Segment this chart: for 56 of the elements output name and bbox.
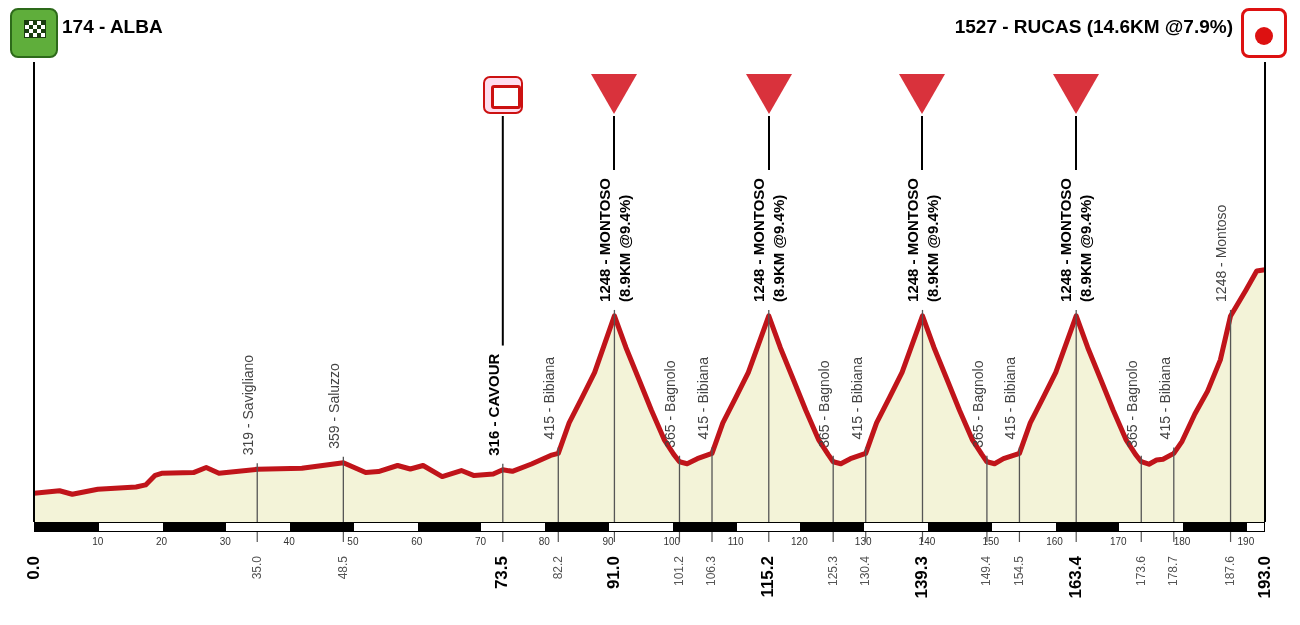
text: 1527 - RUCAS (14.6KM @7.9%) xyxy=(954,16,1233,38)
annotation: 1248 - MONTOSO (8.9KM @9.4%) xyxy=(903,177,941,302)
annotation: 365 - Bagnolo xyxy=(816,360,833,448)
text: 174 - ALBA xyxy=(62,16,163,38)
annotation: 125.3 xyxy=(825,555,840,587)
annotation: 1248 - MONTOSO (8.9KM @9.4%) xyxy=(749,177,787,302)
text: 193.0 xyxy=(1254,556,1274,599)
text: 0.0 xyxy=(23,556,43,580)
ref-line-label: 316 - CAVOUR xyxy=(484,353,502,456)
annotation: 139.3 xyxy=(912,556,932,599)
annotation: 48.5 xyxy=(335,555,350,580)
annotation: 365 - Bagnolo xyxy=(1124,360,1141,448)
annotation: 415 - Bibiana xyxy=(694,356,711,440)
annotation: 1248 - MONTOSO (8.9KM @9.4%) xyxy=(1057,177,1095,302)
x-tick-label: 130 xyxy=(854,535,872,547)
annotation: 365 - Bagnolo xyxy=(662,360,679,448)
annotation: 115.2 xyxy=(758,556,778,598)
annotation: 149.4 xyxy=(979,555,994,587)
annotation: 82.2 xyxy=(550,555,565,580)
x-tick-label: 20 xyxy=(156,535,168,547)
x-tick-label: 60 xyxy=(411,535,423,547)
annotation: 1248 - Montoso xyxy=(1213,204,1230,302)
annotation: 415 - Bibiana xyxy=(1002,356,1019,440)
x-tick-label: 70 xyxy=(474,535,487,547)
annotation: 365 - Bagnolo xyxy=(969,360,986,448)
x-tick-label: 10 xyxy=(92,535,104,547)
annotation: 187.6 xyxy=(1222,555,1237,587)
x-tick-label: 120 xyxy=(791,535,809,547)
x-tick-label: 50 xyxy=(347,535,359,547)
x-tick-label: 190 xyxy=(1237,535,1255,547)
annotation: 91.0 xyxy=(604,556,624,590)
x-tick-label: 80 xyxy=(538,535,551,547)
annotation: 130.4 xyxy=(858,555,873,587)
annotation: 173.6 xyxy=(1133,555,1148,587)
x-tick-label: 180 xyxy=(1173,535,1191,547)
annotation: 73.5 xyxy=(492,556,512,590)
annotation: 163.4 xyxy=(1065,555,1085,599)
x-tick-label: 110 xyxy=(727,535,745,547)
x-tick-label: 90 xyxy=(602,535,615,547)
annotation: 154.5 xyxy=(1011,555,1026,587)
annotation: 319 - Savigliano xyxy=(240,354,257,456)
annotation: 178.7 xyxy=(1166,555,1181,587)
annotation: 106.3 xyxy=(704,555,719,587)
annotation: 359 - Saluzzo xyxy=(326,362,343,449)
x-tick-label: 150 xyxy=(982,535,1000,547)
annotation: 1248 - MONTOSO (8.9KM @9.4%) xyxy=(595,177,633,302)
x-tick-label: 170 xyxy=(1109,535,1128,547)
annotation: 101.2 xyxy=(671,555,686,587)
annotation: 415 - Bibiana xyxy=(541,356,558,440)
annotation: 415 - Bibiana xyxy=(848,356,865,440)
annotation: 35.0 xyxy=(249,555,264,580)
x-tick-label: 160 xyxy=(1046,535,1064,547)
x-tick-label: 30 xyxy=(219,535,232,547)
x-tick-label: 140 xyxy=(918,535,936,547)
annotation: 415 - Bibiana xyxy=(1156,356,1173,440)
x-tick-label: 40 xyxy=(283,535,296,547)
